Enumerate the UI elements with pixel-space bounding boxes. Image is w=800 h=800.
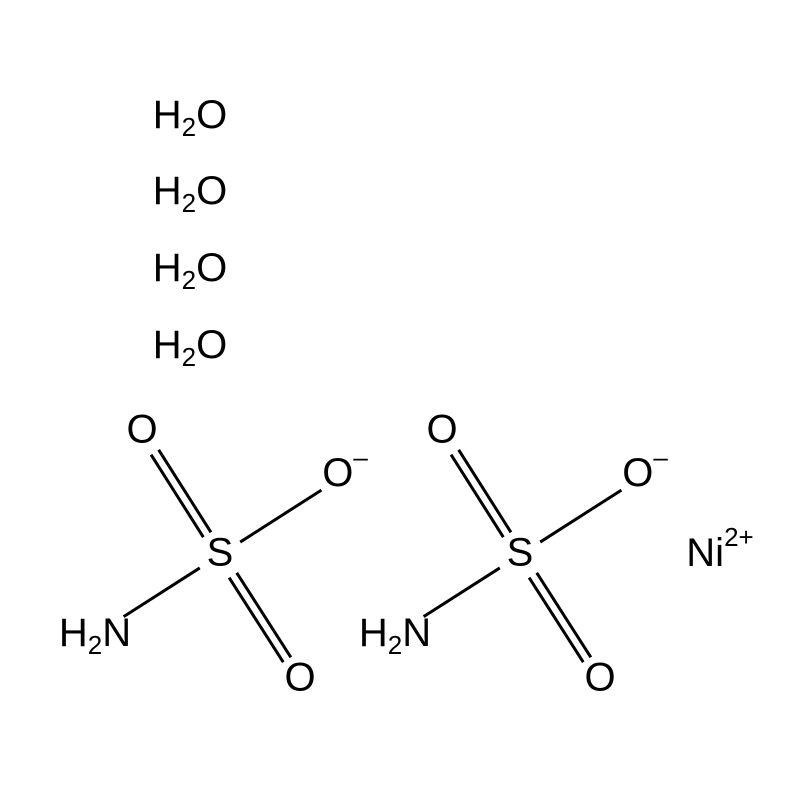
oxygen-anion-1: O–: [622, 442, 668, 495]
chemical-structure-diagram: H2O H2O H2O H2O S O O– O H2N S O O– O H2N Ni2+: [0, 0, 800, 800]
water-label-2: H2O: [153, 246, 227, 295]
oxygen-atom-upper-0: O: [126, 408, 157, 452]
water-label-3: H2O: [153, 323, 227, 372]
nickel-cation: Ni2+: [686, 522, 753, 575]
sulfur-atom-0: S: [207, 531, 234, 575]
oxygen-atom-lower-1: O: [584, 656, 615, 700]
water-label-0: H2O: [153, 93, 227, 142]
oxygen-anion-0: O–: [322, 442, 368, 495]
water-label-1: H2O: [153, 169, 227, 218]
amino-group-0: H2N: [59, 611, 131, 660]
oxygen-atom-lower-0: O: [284, 656, 315, 700]
oxygen-atom-upper-1: O: [426, 408, 457, 452]
sulfur-atom-1: S: [507, 531, 534, 575]
amino-group-1: H2N: [359, 611, 431, 660]
